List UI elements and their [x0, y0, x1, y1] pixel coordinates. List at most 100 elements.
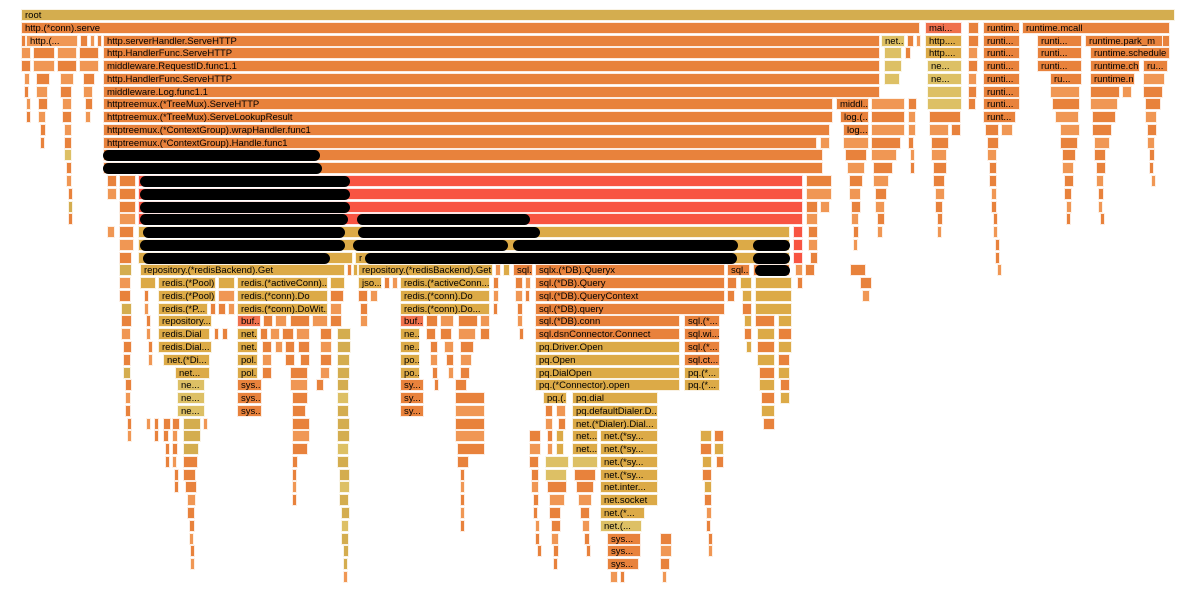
flame-frame-unlabeled[interactable]: [529, 430, 541, 442]
flame-frame-unlabeled[interactable]: [989, 175, 997, 187]
flame-frame-unlabeled[interactable]: [985, 124, 999, 136]
flame-frame-unlabeled[interactable]: [189, 533, 194, 545]
flame-frame-unlabeled[interactable]: [660, 533, 672, 545]
flame-frame[interactable]: runtime.ch...: [1090, 60, 1140, 72]
flame-frame-unlabeled[interactable]: [119, 277, 131, 289]
flame-frame-unlabeled[interactable]: [531, 469, 539, 481]
flame-frame-unlabeled[interactable]: [83, 73, 95, 85]
flame-frame[interactable]: pq.Driver.Open: [535, 341, 680, 353]
flame-frame-unlabeled[interactable]: [545, 469, 567, 481]
flame-frame[interactable]: po...: [400, 354, 420, 366]
flame-frame-unlabeled[interactable]: [714, 443, 724, 455]
flame-frame-unlabeled[interactable]: [218, 303, 226, 315]
flame-frame-unlabeled[interactable]: [163, 418, 171, 430]
flame-frame-unlabeled[interactable]: [121, 315, 132, 327]
flame-frame-unlabeled[interactable]: [270, 328, 280, 340]
flame-frame-unlabeled[interactable]: [1100, 213, 1105, 225]
flame-frame[interactable]: runtime.park_m: [1085, 35, 1170, 47]
flame-frame[interactable]: redis.Dial: [158, 328, 210, 340]
flame-frame[interactable]: sys...: [607, 558, 639, 570]
flame-frame-unlabeled[interactable]: [83, 86, 93, 98]
flame-frame[interactable]: net...: [572, 430, 598, 442]
flame-frame[interactable]: net.(*...: [600, 507, 645, 519]
flame-frame-unlabeled[interactable]: [991, 188, 997, 200]
flame-frame[interactable]: redis.(*conn).Do: [400, 290, 490, 302]
flame-frame[interactable]: sy...: [400, 405, 424, 417]
flame-frame-unlabeled[interactable]: [97, 35, 102, 47]
flame-frame-unlabeled[interactable]: [79, 47, 99, 59]
flame-frame-unlabeled[interactable]: [493, 277, 499, 289]
flame-frame-unlabeled[interactable]: [1092, 124, 1112, 136]
flame-frame-unlabeled[interactable]: [1066, 213, 1071, 225]
flame-frame-unlabeled[interactable]: [931, 137, 949, 149]
flame-frame-unlabeled[interactable]: [620, 571, 625, 583]
flame-frame-unlabeled[interactable]: [343, 545, 349, 557]
flame-frame-unlabeled[interactable]: [292, 418, 310, 430]
flame-frame-unlabeled[interactable]: [163, 430, 169, 442]
flame-frame[interactable]: middleware.RequestID.func1.1: [103, 60, 880, 72]
flame-frame[interactable]: http.serverHandler.ServeHTTP: [103, 35, 880, 47]
flame-frame-unlabeled[interactable]: [125, 379, 132, 391]
flame-frame-unlabeled[interactable]: [337, 341, 351, 353]
flame-frame[interactable]: runti...: [983, 86, 1020, 98]
flame-frame-unlabeled[interactable]: [757, 354, 775, 366]
flame-frame-unlabeled[interactable]: [1055, 111, 1079, 123]
flame-frame-unlabeled[interactable]: [704, 494, 712, 506]
flame-frame-unlabeled[interactable]: [759, 367, 775, 379]
flame-frame-unlabeled[interactable]: [763, 418, 775, 430]
flame-frame-unlabeled[interactable]: [290, 379, 308, 391]
flame-frame[interactable]: sql.(*DB).conn: [535, 315, 680, 327]
flame-frame-unlabeled[interactable]: [24, 73, 30, 85]
flame-frame-unlabeled[interactable]: [1064, 188, 1072, 200]
flame-frame-unlabeled[interactable]: [455, 430, 485, 442]
flame-frame-unlabeled[interactable]: [793, 239, 803, 251]
flame-frame-unlabeled[interactable]: [33, 60, 55, 72]
flame-frame-unlabeled[interactable]: [60, 73, 74, 85]
flame-frame-unlabeled[interactable]: [262, 367, 272, 379]
flame-frame-unlabeled[interactable]: [937, 213, 943, 225]
flame-frame-unlabeled[interactable]: [537, 545, 542, 557]
flame-frame[interactable]: redis.Dial...: [158, 341, 212, 353]
flame-frame-unlabeled[interactable]: [218, 277, 235, 289]
flame-frame[interactable]: runt...: [983, 111, 1016, 123]
flame-frame-unlabeled[interactable]: [517, 303, 523, 315]
flame-frame[interactable]: http....: [925, 35, 962, 47]
flame-frame[interactable]: sql...: [727, 264, 750, 276]
flame-frame[interactable]: redis.(*P...: [158, 303, 208, 315]
flame-frame-unlabeled[interactable]: [455, 379, 467, 391]
flame-frame-unlabeled[interactable]: [64, 149, 72, 161]
flame-frame-unlabeled[interactable]: [533, 494, 539, 506]
flame-frame-unlabeled[interactable]: [174, 481, 179, 493]
flame-frame[interactable]: redis.(*Pool)...: [158, 290, 216, 302]
flame-frame[interactable]: httptreemux.(*ContextGroup).Handle.func1: [103, 137, 817, 149]
flame-frame-unlabeled[interactable]: [1145, 111, 1157, 123]
flame-frame-unlabeled[interactable]: [263, 315, 273, 327]
flame-frame-unlabeled[interactable]: [515, 290, 523, 302]
flame-frame[interactable]: net...: [237, 328, 258, 340]
flame-frame-unlabeled[interactable]: [1149, 162, 1154, 174]
flame-frame-unlabeled[interactable]: [993, 213, 998, 225]
flame-frame-unlabeled[interactable]: [549, 507, 561, 519]
flame-frame-unlabeled[interactable]: [185, 481, 197, 493]
flame-frame-unlabeled[interactable]: [556, 430, 564, 442]
flame-frame-unlabeled[interactable]: [545, 418, 553, 430]
flame-frame-unlabeled[interactable]: [330, 277, 345, 289]
flame-frame-unlabeled[interactable]: [808, 226, 818, 238]
flame-frame-unlabeled[interactable]: [460, 494, 465, 506]
flame-frame-unlabeled[interactable]: [123, 341, 132, 353]
flame-frame-unlabeled[interactable]: [706, 507, 712, 519]
flame-frame-unlabeled[interactable]: [877, 226, 883, 238]
flame-frame-unlabeled[interactable]: [708, 533, 713, 545]
flame-frame[interactable]: runti...: [983, 47, 1020, 59]
flame-frame-unlabeled[interactable]: [933, 162, 947, 174]
flame-frame-unlabeled[interactable]: [426, 328, 436, 340]
flame-frame-unlabeled[interactable]: [997, 264, 1002, 276]
flame-frame-unlabeled[interactable]: [493, 290, 499, 302]
flame-frame-unlabeled[interactable]: [60, 86, 72, 98]
flame-frame-unlabeled[interactable]: [547, 430, 553, 442]
flame-frame-unlabeled[interactable]: [172, 418, 180, 430]
flame-frame-unlabeled[interactable]: [107, 188, 117, 200]
flame-frame-unlabeled[interactable]: [1001, 124, 1013, 136]
flame-frame-unlabeled[interactable]: [337, 443, 349, 455]
flame-frame-unlabeled[interactable]: [434, 379, 439, 391]
